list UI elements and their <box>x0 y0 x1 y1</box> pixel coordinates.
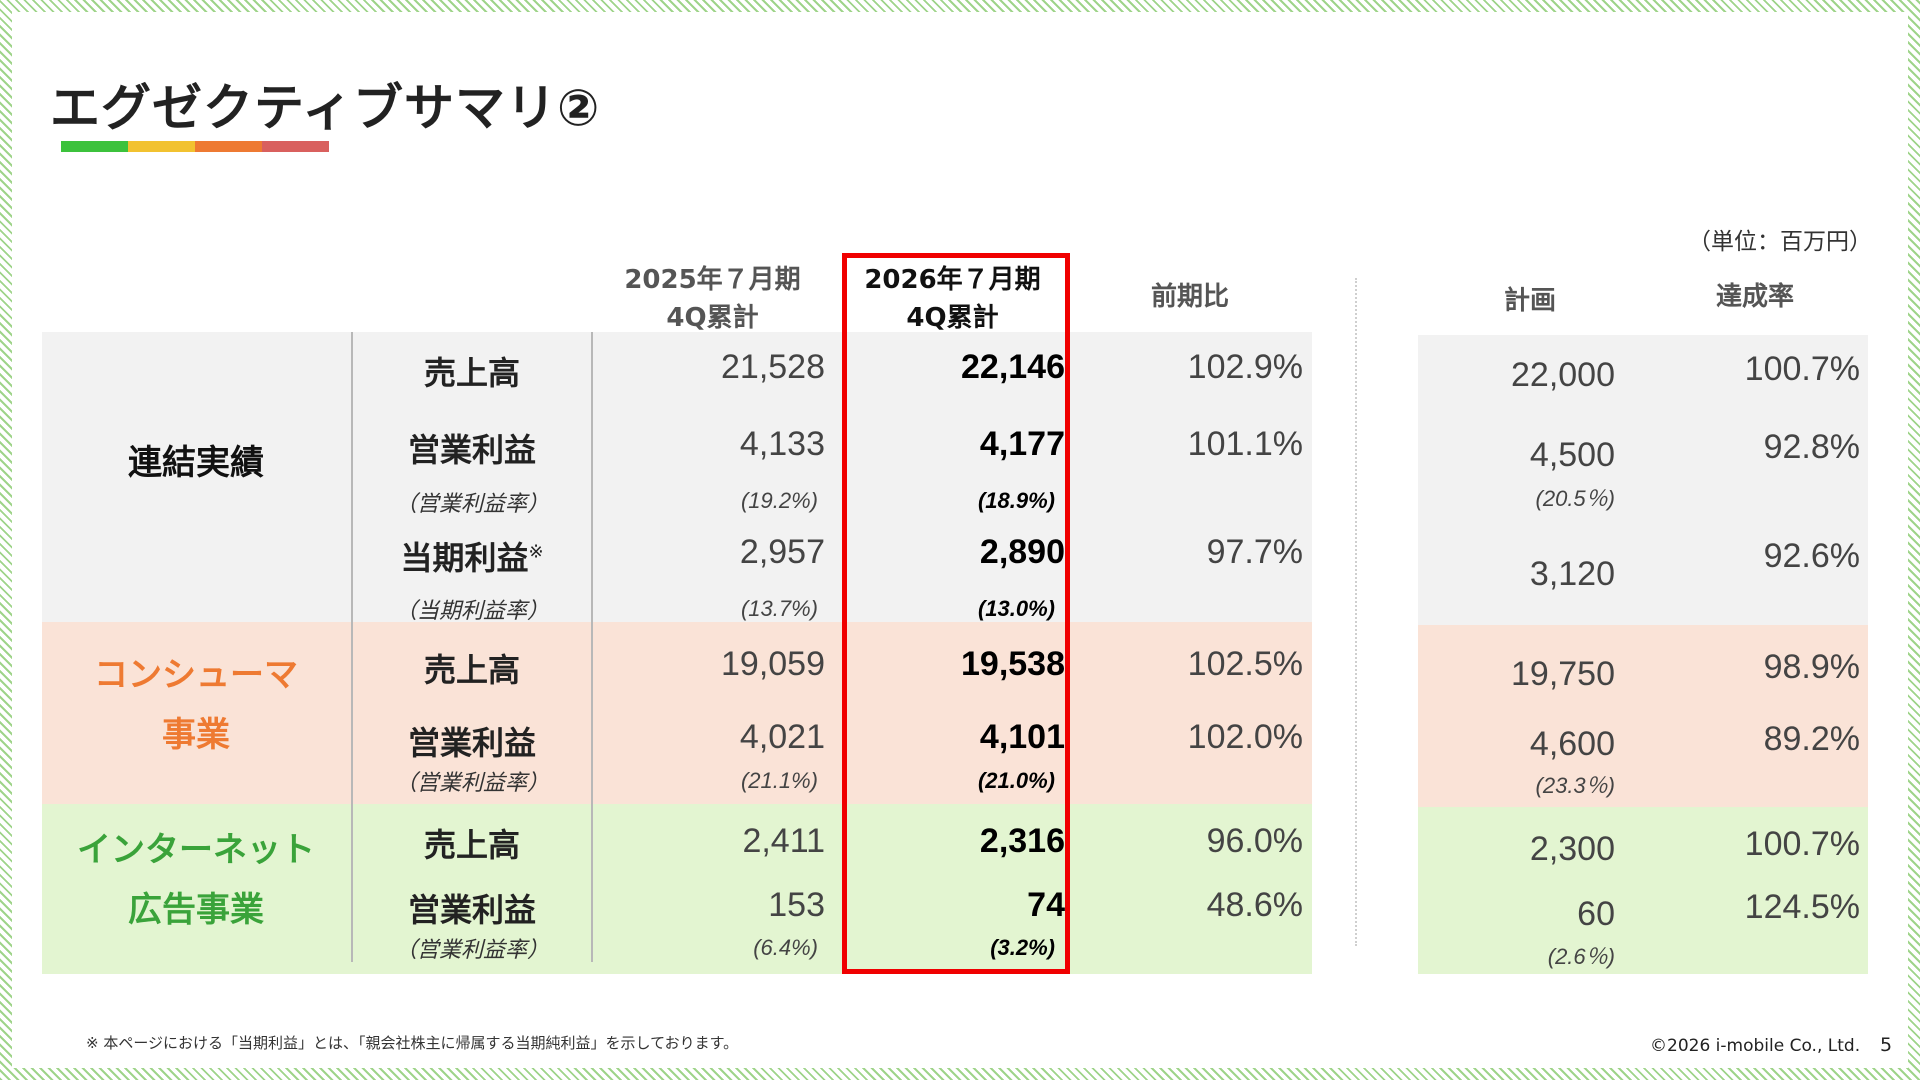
segment-internet: インターネット 広告事業 <box>60 820 332 940</box>
table-separator <box>1355 278 1357 946</box>
row-prev-value: 153 <box>768 886 825 924</box>
header-curr-line-2: 4Q累計 <box>906 303 999 333</box>
row-yoy-value: 102.0% <box>1187 718 1303 756</box>
row-prev-value: 2,957 <box>739 533 825 571</box>
row-curr-ratio: (21.0%) <box>977 768 1055 793</box>
band-consolidated-plan <box>1418 335 1868 625</box>
row-achieve-value: 92.8% <box>1763 428 1860 466</box>
row-curr-ratio: (3.2%) <box>990 935 1055 960</box>
segment-consumer-line-1: コンシューマ <box>94 655 298 695</box>
row-achieve-value: 98.9% <box>1763 648 1860 686</box>
header-prev-line-2: 4Q累計 <box>666 303 759 333</box>
row-item-label: 営業利益 <box>407 431 536 469</box>
row-yoy-value: 48.6% <box>1206 886 1303 924</box>
row-prev-value: 4,021 <box>739 718 825 756</box>
header-curr-line-1: 2026年７月期 <box>864 265 1041 295</box>
band-consolidated <box>42 332 1312 622</box>
row-prev-ratio: (13.7%) <box>740 596 818 621</box>
row-prev-value: 4,133 <box>739 425 825 463</box>
row-prev-ratio: (6.4%) <box>753 935 818 960</box>
row-curr-value: 2,890 <box>979 533 1065 571</box>
row-yoy-value: 97.7% <box>1206 533 1303 571</box>
band-consumer-plan <box>1418 625 1868 807</box>
page-number: 5 <box>1880 1034 1893 1056</box>
footnote-mark: ※ <box>528 541 544 563</box>
row-prev-value: 21,528 <box>721 348 825 386</box>
row-plan-value: 4,500 <box>1529 436 1615 474</box>
row-achieve-value: 89.2% <box>1763 720 1860 758</box>
header-current-year: 2026年７月期 4Q累計 <box>840 261 1065 337</box>
row-plan-ratio: (20.5％) <box>1535 486 1615 511</box>
unit-label: （単位：百万円） <box>1688 229 1872 255</box>
row-prev-value: 19,059 <box>721 645 825 683</box>
row-plan-value: 3,120 <box>1529 555 1615 593</box>
segment-internet-line-2: 広告事業 <box>128 890 264 930</box>
row-item-sublabel: （営業利益率） <box>394 771 549 796</box>
row-achieve-value: 100.7% <box>1744 825 1860 863</box>
row-item-label: 営業利益 <box>407 724 536 762</box>
header-prev-line-1: 2025年７月期 <box>624 265 801 295</box>
row-plan-value: 60 <box>1577 895 1615 933</box>
row-curr-value: 4,101 <box>979 718 1065 756</box>
row-curr-ratio: (18.9%) <box>977 488 1055 513</box>
title-underline <box>61 141 329 152</box>
segment-consolidated-line-1: 連結実績 <box>128 443 264 483</box>
segment-consumer-line-2: 事業 <box>162 715 230 755</box>
row-plan-ratio: (23.3％) <box>1535 773 1615 798</box>
row-item-text: 当期利益 <box>400 539 529 577</box>
row-curr-value: 2,316 <box>979 822 1065 860</box>
segment-internet-line-1: インターネット <box>77 830 315 870</box>
row-yoy-value: 96.0% <box>1206 822 1303 860</box>
row-prev-value: 2,411 <box>742 822 825 860</box>
row-plan-ratio: (2.6％) <box>1547 944 1615 969</box>
row-prev-ratio: (21.1%) <box>740 768 818 793</box>
row-plan-value: 2,300 <box>1529 830 1615 868</box>
column-divider-1 <box>351 332 353 962</box>
row-item-label: 売上高 <box>423 354 520 392</box>
row-plan-value: 4,600 <box>1529 725 1615 763</box>
row-item-sublabel: （営業利益率） <box>394 938 549 963</box>
band-internet <box>42 804 1312 974</box>
row-item-sublabel: （営業利益率） <box>394 492 549 517</box>
footnote: ※ 本ページにおける「当期利益」とは、「親会社株主に帰属する当期純利益」を示して… <box>86 1034 739 1052</box>
page-title: エグゼクティブサマリ② <box>50 79 601 137</box>
row-yoy-value: 102.9% <box>1187 348 1303 386</box>
header-prev-year: 2025年７月期 4Q累計 <box>600 261 825 337</box>
title-bar-seg-3 <box>195 141 262 152</box>
column-divider-2 <box>591 332 593 962</box>
row-curr-value: 4,177 <box>979 425 1065 463</box>
band-consumer <box>42 622 1312 804</box>
row-item-label: 営業利益 <box>407 891 536 929</box>
row-curr-value: 74 <box>1027 886 1065 924</box>
copyright: ©2026 i-mobile Co., Ltd. <box>1650 1036 1861 1056</box>
row-achieve-value: 92.6% <box>1763 537 1860 575</box>
title-bar-seg-2 <box>128 141 195 152</box>
row-curr-ratio: (13.0%) <box>977 596 1055 621</box>
row-curr-value: 19,538 <box>961 645 1065 683</box>
row-item-label: 当期利益※ <box>353 533 591 579</box>
row-item-sublabel: （当期利益率） <box>394 599 549 624</box>
row-yoy-value: 101.1% <box>1187 425 1303 463</box>
row-curr-value: 22,146 <box>961 348 1065 386</box>
title-bar-seg-1 <box>61 141 128 152</box>
row-prev-ratio: (19.2%) <box>740 488 818 513</box>
segment-consumer: コンシューマ 事業 <box>60 645 332 765</box>
row-item-label: 売上高 <box>423 826 520 864</box>
title-bar-seg-4 <box>262 141 329 152</box>
header-yoy: 前期比 <box>1150 282 1229 312</box>
row-plan-value: 22,000 <box>1511 356 1615 394</box>
header-achievement: 達成率 <box>1715 282 1794 312</box>
row-yoy-value: 102.5% <box>1187 645 1303 683</box>
row-achieve-value: 124.5% <box>1744 888 1860 926</box>
row-achieve-value: 100.7% <box>1744 350 1860 388</box>
row-item-label: 売上高 <box>423 651 520 689</box>
row-plan-value: 19,750 <box>1511 655 1615 693</box>
band-internet-plan <box>1418 807 1868 974</box>
current-year-highlight-box <box>842 253 1070 974</box>
header-plan: 計画 <box>1503 286 1556 316</box>
segment-consolidated: 連結実績 <box>60 433 332 493</box>
